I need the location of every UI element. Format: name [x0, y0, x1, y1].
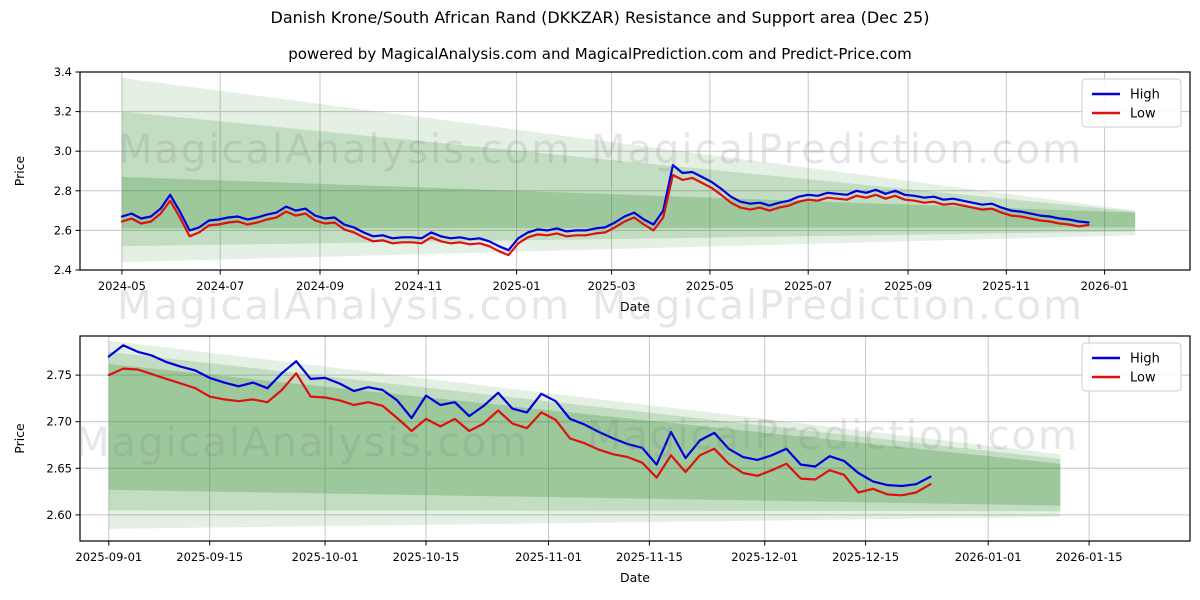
- x-tick-label: 2025-10-15: [393, 550, 460, 564]
- support-resistance-band: [121, 77, 1136, 263]
- x-axis-label: Date: [620, 299, 650, 314]
- y-tick-label: 3.4: [54, 65, 72, 79]
- y-tick-label: 2.60: [46, 508, 72, 522]
- x-tick-label: 2025-11-15: [616, 550, 683, 564]
- x-tick-label: 2025-09-15: [176, 550, 243, 564]
- legend-label: High: [1130, 88, 1160, 103]
- x-tick-label: 2025-07: [784, 279, 832, 293]
- legend-label: High: [1130, 352, 1160, 367]
- figure-subtitle: powered by MagicalAnalysis.com and Magic…: [288, 45, 912, 63]
- legend-box: [1081, 342, 1182, 392]
- y-tick-label: 3.0: [54, 144, 72, 158]
- y-tick-label: 2.65: [46, 461, 72, 475]
- y-tick-label: 2.75: [46, 368, 72, 382]
- y-tick-label: 2.8: [54, 184, 72, 198]
- x-tick-label: 2025-01: [493, 279, 541, 293]
- legend-box: [1081, 78, 1182, 128]
- x-tick-label: 2024-11: [394, 279, 442, 293]
- x-tick-label: 2026-01-15: [1056, 550, 1123, 564]
- y-axis-label: Price: [12, 423, 27, 454]
- low-line: [107, 367, 932, 497]
- figure-title: Danish Krone/South African Rand (DKKZAR)…: [270, 8, 930, 27]
- x-tick-label: 2025-09: [884, 279, 932, 293]
- support-resistance-band: [108, 351, 1061, 512]
- high-line: [120, 164, 1090, 252]
- x-axis-label: Date: [620, 570, 650, 585]
- x-tick-label: 2025-10-01: [292, 550, 359, 564]
- x-tick-label: 2026-01: [1081, 279, 1129, 293]
- legend-label: Low: [1130, 371, 1156, 386]
- y-axis-label: Price: [12, 155, 27, 186]
- x-tick-label: 2026-01-01: [955, 550, 1022, 564]
- low-line: [120, 173, 1090, 257]
- y-tick-label: 2.6: [54, 223, 72, 237]
- x-tick-label: 2025-12-01: [731, 550, 798, 564]
- support-resistance-band: [121, 111, 1136, 247]
- x-tick-label: 2025-05: [686, 279, 734, 293]
- x-tick-label: 2025-11-01: [515, 550, 582, 564]
- y-tick-label: 2.4: [54, 263, 72, 277]
- high-line: [107, 344, 932, 488]
- legend-label: Low: [1130, 107, 1156, 122]
- support-resistance-band: [121, 176, 1136, 229]
- axes-border: [79, 335, 1191, 542]
- x-tick-label: 2025-03: [588, 279, 636, 293]
- y-tick-label: 2.70: [46, 415, 72, 429]
- x-tick-label: 2024-07: [196, 279, 244, 293]
- x-tick-label: 2025-12-15: [832, 550, 899, 564]
- support-resistance-band: [108, 364, 1061, 506]
- x-tick-label: 2024-09: [296, 279, 344, 293]
- x-tick-label: 2024-05: [98, 279, 146, 293]
- x-tick-label: 2025-11: [982, 279, 1030, 293]
- axes-border: [79, 71, 1191, 271]
- y-tick-label: 3.2: [54, 105, 72, 119]
- x-tick-label: 2025-09-01: [75, 550, 142, 564]
